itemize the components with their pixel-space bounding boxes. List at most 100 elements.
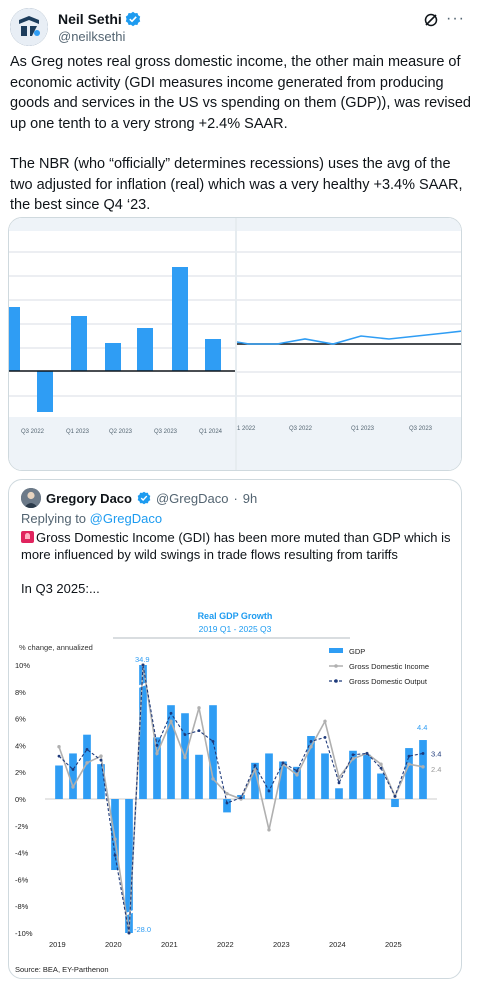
quote-author-handle[interactable]: @GregDaco (155, 490, 229, 506)
gdp-bar (125, 799, 133, 933)
gdp-bar (209, 705, 217, 799)
gdi-point (183, 755, 187, 760)
chart-subtitle: 2019 Q1 - 2025 Q3 (199, 624, 272, 634)
media-image-right[interactable]: 1 2022 Q3 2022 Q1 2023 Q3 2023 (237, 218, 461, 470)
gdp-bar (335, 788, 343, 799)
quote-time[interactable]: 9h (242, 490, 258, 506)
gdp-bar (153, 737, 161, 799)
y-tick-label: 4% (15, 741, 26, 750)
gdi-point (85, 761, 89, 765)
gdi-point (351, 757, 355, 761)
gdp-bar (419, 740, 427, 799)
gdp-chart[interactable]: Real GDP Growth 2019 Q1 - 2025 Q3 % chan… (9, 605, 461, 978)
y-tick-label: 10% (15, 661, 30, 670)
gdi-point (323, 719, 327, 723)
x-tick-label: 2021 (161, 940, 178, 949)
media-image-left[interactable]: Q3 2022 Q1 2023 Q2 2023 Q3 2023 Q1 2024 (9, 218, 235, 470)
quote-body: Gross Domestic Income (GDI) has been mor… (21, 529, 451, 614)
quote-replying-to: Replying to @GregDaco (21, 511, 162, 526)
quote-author-name[interactable]: Gregory Daco (46, 490, 132, 506)
gdo-point (281, 761, 285, 765)
legend-gdp-label: GDP (349, 647, 365, 656)
y-tick-label: -2% (15, 822, 29, 831)
gdp-bar (97, 764, 105, 799)
annotation-gdi-latest: 2.4 (431, 765, 441, 774)
gdi-point (155, 751, 159, 756)
legend-gdi-label: Gross Domestic Income (349, 662, 429, 671)
gdi-point (295, 773, 299, 777)
grok-icon[interactable] (423, 12, 439, 28)
gdo-point (393, 794, 397, 798)
chart-source: Source: BEA, EY-Parthenon (15, 965, 109, 974)
gdo-point (183, 733, 187, 737)
gdi-point (211, 777, 215, 781)
tweet-paragraph-2: The NBR (who “officially” determines rec… (10, 156, 463, 213)
gdo-point (225, 801, 229, 805)
gdo-point (295, 769, 299, 773)
legend-gdi-marker (334, 664, 338, 668)
gdo-point (113, 853, 117, 857)
more-options-icon[interactable]: ··· (446, 10, 465, 27)
gdp-bar (321, 753, 329, 799)
gdi-point (57, 745, 61, 749)
gdo-point (57, 754, 61, 758)
y-tick-label: 0% (15, 795, 26, 804)
gdp-bar (139, 665, 147, 799)
media-bottom-strip (237, 417, 461, 470)
gdp-bar (363, 754, 371, 799)
quoted-tweet[interactable]: Gregory Daco @GregDaco · 9h Replying to … (8, 479, 462, 979)
gdo-point (155, 744, 159, 747)
gdi-point (337, 775, 341, 780)
gdo-point (337, 781, 341, 785)
gdo-point (211, 739, 215, 743)
gdp-bar (83, 734, 91, 799)
gdo-point (239, 796, 243, 800)
media-top-strip (9, 218, 235, 231)
x-tick-label: 2025 (385, 940, 402, 949)
legend-gdo-label: Gross Domestic Output (349, 677, 428, 686)
annotation-peak: 34.9 (135, 655, 150, 664)
left-tick-label: Q1 2023 (66, 429, 90, 435)
quote-verified-badge-icon (137, 491, 151, 505)
gdp-chart-svg: Real GDP Growth 2019 Q1 - 2025 Q3 % chan… (15, 611, 441, 974)
gdi-point (99, 754, 103, 758)
gdi-point (309, 745, 313, 749)
gdo-point (127, 931, 131, 935)
right-tick-label: Q3 2022 (289, 426, 313, 432)
tweet-body: As Greg notes real gross domestic income… (10, 52, 472, 236)
gdp-bar (251, 762, 259, 799)
gdo-point (267, 789, 271, 793)
left-bar (37, 371, 53, 412)
gdp-bar (293, 766, 301, 799)
left-bar (137, 328, 153, 371)
gdp-bar (279, 761, 287, 799)
left-tick-label: Q2 2023 (109, 429, 133, 435)
author-avatar[interactable] (10, 8, 48, 46)
gdp-bar (195, 754, 203, 799)
author-name[interactable]: Neil Sethi (58, 11, 122, 27)
tweet-paragraph-1: As Greg notes real gross domestic income… (10, 54, 471, 132)
replying-to-handle[interactable]: @GregDaco (89, 511, 163, 526)
quote-avatar[interactable] (21, 488, 41, 508)
gdp-bar (69, 753, 77, 799)
axis-break-mark (120, 908, 138, 918)
gdi-point (267, 828, 271, 832)
annotation-gdp-latest: 4.4 (417, 723, 427, 732)
gdp-bar (223, 799, 231, 813)
author-handle[interactable]: @neilksethi (58, 29, 126, 44)
gdp-bar (391, 799, 399, 808)
gdi-point (407, 762, 411, 766)
right-series-line (237, 330, 461, 345)
gdp-bar (55, 765, 63, 799)
replying-prefix: Replying to (21, 511, 90, 526)
gdo-point (197, 729, 201, 733)
y-tick-label: -4% (15, 849, 29, 858)
quote-text-2: In Q3 2025:... (21, 581, 100, 596)
gdi-point (113, 837, 117, 841)
gdo-point (71, 768, 75, 771)
y-tick-label: -8% (15, 902, 29, 911)
gdo-point (365, 752, 369, 755)
annotation-gdo-latest: 3.4 (431, 749, 441, 758)
media-top-strip (237, 218, 461, 231)
tweet-media[interactable]: Q3 2022 Q1 2023 Q2 2023 Q3 2023 Q1 2024 … (8, 217, 462, 471)
